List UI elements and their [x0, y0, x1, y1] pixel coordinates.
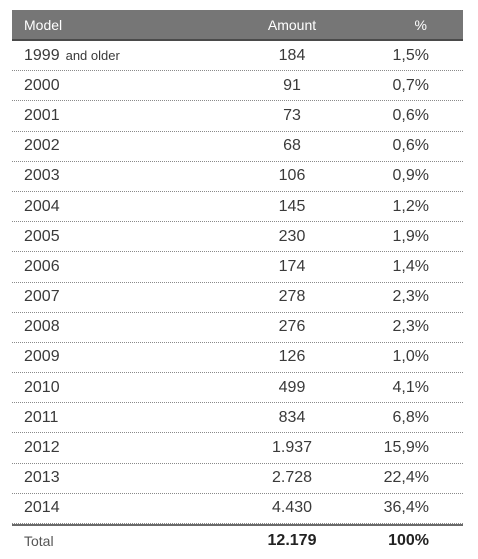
row-model: 2001 — [12, 107, 162, 125]
row-amount: 91 — [283, 76, 301, 94]
row-percent: 1,9% — [392, 227, 429, 245]
row-model-suffix: and older — [65, 47, 120, 63]
row-amount: 278 — [278, 288, 306, 306]
row-percent: 15,9% — [383, 439, 429, 457]
row-model-year: 2004 — [24, 197, 60, 215]
row-model: 2012 — [12, 439, 162, 457]
table-row: 2003 106 0,9% — [12, 162, 463, 192]
row-model: 2005 — [12, 228, 162, 246]
row-model-year: 2006 — [24, 257, 60, 275]
row-percent: 1,5% — [392, 46, 429, 64]
row-percent: 0,7% — [392, 76, 429, 94]
header-percent: % — [414, 16, 427, 33]
table-row: 2009 126 1,0% — [12, 343, 463, 374]
row-amount: 276 — [278, 318, 306, 336]
row-percent: 1,0% — [392, 348, 429, 366]
row-amount: 106 — [278, 167, 306, 185]
row-amount: 145 — [278, 197, 306, 215]
row-percent: 1,4% — [392, 257, 429, 275]
row-amount: 834 — [278, 408, 306, 426]
row-model: 2002 — [12, 137, 162, 155]
row-model: 2009 — [12, 348, 162, 366]
table-row: 2006 174 1,4% — [12, 252, 463, 283]
table-row: 2008 276 2,3% — [12, 313, 463, 343]
table-row: 2011 834 6,8% — [12, 403, 463, 434]
row-model: 1999 and older — [12, 47, 162, 65]
row-model: 2000 — [12, 77, 162, 95]
row-model-year: 2002 — [24, 137, 60, 155]
table-header: Model Amount % — [12, 10, 463, 41]
table-row: 2001 73 0,6% — [12, 101, 463, 132]
row-model-year: 2000 — [24, 76, 60, 94]
row-model-year: 2001 — [24, 106, 60, 124]
row-model-year: 2014 — [24, 499, 60, 517]
row-model: 2014 — [12, 499, 162, 517]
row-amount: 68 — [283, 137, 301, 155]
row-model: 2004 — [12, 198, 162, 216]
table-row: 2013 2.728 22,4% — [12, 464, 463, 494]
row-amount: 1.937 — [271, 439, 313, 457]
row-model: 2010 — [12, 379, 162, 397]
row-model-year: 2012 — [24, 439, 60, 457]
row-amount: 126 — [278, 348, 306, 366]
row-model: 2007 — [12, 288, 162, 306]
table-row: 2014 4.430 36,4% — [12, 494, 463, 524]
row-amount: 4.430 — [271, 499, 313, 517]
row-amount: 174 — [278, 257, 306, 275]
table-row: 2010 499 4,1% — [12, 373, 463, 404]
header-model: Model — [24, 16, 63, 33]
row-percent: 0,9% — [392, 167, 429, 185]
table-row: 2002 68 0,6% — [12, 132, 463, 162]
row-model-year: 2011 — [24, 408, 59, 426]
total-row: Total 12.179 100% — [12, 524, 463, 555]
row-amount: 499 — [278, 378, 306, 396]
row-model-year: 2007 — [24, 288, 60, 306]
total-percent: 100% — [388, 531, 429, 549]
table-row: 2000 91 0,7% — [12, 71, 463, 102]
row-model-year: 2009 — [24, 348, 60, 366]
row-model-year: 2008 — [24, 318, 60, 336]
row-percent: 22,4% — [383, 469, 429, 487]
row-percent: 0,6% — [392, 137, 429, 155]
table-row: 2005 230 1,9% — [12, 222, 463, 253]
row-percent: 1,2% — [392, 197, 429, 215]
row-amount: 73 — [283, 106, 301, 124]
row-model: 2013 — [12, 469, 162, 487]
row-percent: 4,1% — [392, 378, 429, 396]
row-model-year: 2010 — [24, 378, 60, 396]
row-percent: 36,4% — [383, 499, 429, 517]
row-amount: 230 — [278, 227, 306, 245]
row-model: 2003 — [12, 167, 162, 185]
table-row: 1999 and older 184 1,5% — [12, 41, 463, 72]
table-row: 2007 278 2,3% — [12, 283, 463, 313]
total-amount: 12.179 — [267, 531, 317, 549]
table-row: 2004 145 1,2% — [12, 192, 463, 223]
row-model: 2008 — [12, 318, 162, 336]
row-model-year: 2005 — [24, 227, 60, 245]
row-percent: 2,3% — [392, 288, 429, 306]
row-percent: 6,8% — [392, 408, 429, 426]
row-model: 2006 — [12, 258, 162, 276]
row-amount: 2.728 — [271, 469, 313, 487]
row-model-year: 2013 — [24, 469, 60, 487]
row-amount: 184 — [278, 46, 306, 64]
row-model: 2011 — [12, 409, 162, 427]
table-row: 2012 1.937 15,9% — [12, 433, 463, 464]
row-percent: 0,6% — [392, 106, 429, 124]
model-amount-table: Model Amount % 1999 and older 184 1,5% 2000 9… — [12, 10, 463, 555]
row-percent: 2,3% — [392, 318, 429, 336]
total-label: Total — [24, 532, 54, 549]
row-model-year: 2003 — [24, 167, 60, 185]
table-body: 1999 and older 184 1,5% 2000 91 0,7% 2001 73 0,6%… — [12, 41, 463, 524]
row-model-year: 1999 — [24, 46, 60, 64]
header-amount: Amount — [267, 16, 317, 33]
